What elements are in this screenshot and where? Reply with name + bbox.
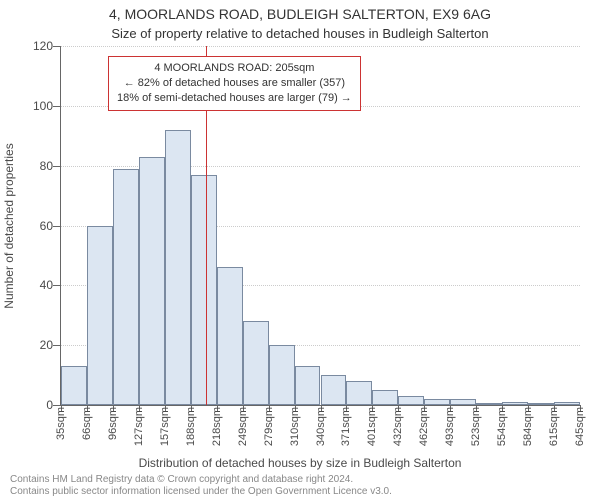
y-tick-label: 80 (19, 159, 53, 173)
callout-line: 18% of semi-detached houses are larger (… (117, 91, 352, 106)
x-tick-label: 218sqm (211, 407, 223, 446)
histogram-bar (87, 226, 113, 406)
y-tick-label: 120 (19, 39, 53, 53)
x-tick-label: 493sqm (444, 407, 456, 446)
x-tick-label: 249sqm (237, 407, 249, 446)
histogram-bar (217, 267, 243, 405)
histogram-chart: 4, MOORLANDS ROAD, BUDLEIGH SALTERTON, E… (0, 0, 600, 500)
footer-line: Contains HM Land Registry data © Crown c… (10, 474, 392, 486)
histogram-bar (346, 381, 372, 405)
x-tick-label: 35sqm (55, 407, 67, 440)
y-tick (53, 345, 61, 346)
histogram-bar (61, 366, 87, 405)
histogram-bar (295, 366, 321, 405)
x-tick-label: 432sqm (392, 407, 404, 446)
y-tick-label: 20 (19, 338, 53, 352)
histogram-bar (139, 157, 165, 405)
x-tick-label: 96sqm (107, 407, 119, 440)
x-tick-label: 340sqm (315, 407, 327, 446)
x-tick-label: 188sqm (185, 407, 197, 446)
x-tick-label: 310sqm (289, 407, 301, 446)
attribution-footer: Contains HM Land Registry data © Crown c… (10, 474, 392, 498)
x-tick-label: 615sqm (548, 407, 560, 446)
callout-line: ← 82% of detached houses are smaller (35… (117, 76, 352, 91)
x-tick-label: 157sqm (159, 407, 171, 446)
y-tick (53, 46, 61, 47)
histogram-bar (243, 321, 269, 405)
histogram-bar (424, 399, 450, 405)
callout-line: 4 MOORLANDS ROAD: 205sqm (117, 61, 352, 76)
histogram-bar (528, 403, 554, 405)
grid-line (61, 46, 580, 47)
histogram-bar (450, 399, 476, 405)
y-tick-label: 0 (19, 398, 53, 412)
y-tick-label: 60 (19, 219, 53, 233)
y-tick (53, 106, 61, 107)
x-tick-label: 645sqm (574, 407, 586, 446)
x-tick-label: 554sqm (496, 407, 508, 446)
histogram-bar (113, 169, 139, 405)
chart-title: 4, MOORLANDS ROAD, BUDLEIGH SALTERTON, E… (0, 6, 600, 22)
x-tick-label: 462sqm (418, 407, 430, 446)
y-tick-label: 100 (19, 99, 53, 113)
marker-callout: 4 MOORLANDS ROAD: 205sqm ← 82% of detach… (108, 56, 361, 111)
histogram-bar (321, 375, 347, 405)
x-tick-label: 371sqm (340, 407, 352, 446)
x-tick-label: 401sqm (366, 407, 378, 446)
histogram-bar (476, 403, 502, 405)
y-axis-title: Number of detached properties (2, 143, 16, 308)
chart-subtitle: Size of property relative to detached ho… (0, 26, 600, 41)
y-tick (53, 405, 61, 406)
histogram-bar (372, 390, 398, 405)
y-tick (53, 166, 61, 167)
histogram-bar (191, 175, 217, 405)
histogram-bar (398, 396, 424, 405)
footer-line: Contains public sector information licen… (10, 486, 392, 498)
histogram-bar (502, 402, 528, 405)
x-tick-label: 523sqm (470, 407, 482, 446)
x-axis-title: Distribution of detached houses by size … (0, 456, 600, 470)
x-tick-label: 127sqm (133, 407, 145, 446)
x-tick-label: 279sqm (263, 407, 275, 446)
y-tick (53, 226, 61, 227)
histogram-bar (165, 130, 191, 405)
y-tick (53, 285, 61, 286)
histogram-bar (269, 345, 295, 405)
x-tick-label: 66sqm (81, 407, 93, 440)
y-tick-label: 40 (19, 278, 53, 292)
histogram-bar (554, 402, 580, 405)
x-tick-label: 584sqm (522, 407, 534, 446)
